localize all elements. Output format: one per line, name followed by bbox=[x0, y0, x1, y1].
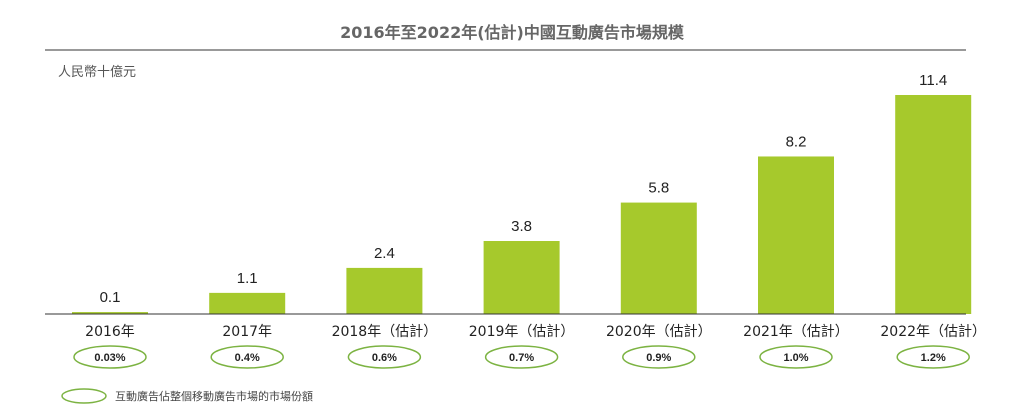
category-label-0: 2016年 bbox=[85, 324, 135, 340]
share-label-1: 0.4% bbox=[235, 352, 260, 364]
value-label-3: 3.8 bbox=[511, 218, 532, 235]
bar-6 bbox=[895, 95, 972, 314]
value-label-0: 0.1 bbox=[100, 289, 121, 306]
share-label-6: 1.2% bbox=[921, 352, 946, 364]
bar-4 bbox=[620, 202, 697, 314]
value-label-1: 1.1 bbox=[237, 270, 258, 287]
value-label-5: 8.2 bbox=[786, 133, 807, 150]
bar-5 bbox=[758, 156, 834, 314]
value-label-4: 5.8 bbox=[648, 180, 669, 197]
category-label-3: 2019年（估計） bbox=[469, 324, 575, 340]
share-label-2: 0.6% bbox=[372, 352, 397, 364]
share-label-0: 0.03% bbox=[94, 352, 125, 364]
share-ellipse-3 bbox=[484, 345, 559, 369]
share-ellipse-6 bbox=[896, 345, 970, 369]
share-ellipse-1 bbox=[210, 345, 284, 369]
legend: 互動廣告佔整個移動廣告市場的市場份額 bbox=[61, 388, 313, 404]
legend-ellipse-symbol bbox=[61, 388, 107, 404]
bar-1 bbox=[209, 292, 286, 314]
share-ellipse-0 bbox=[73, 345, 147, 369]
category-label-1: 2017年 bbox=[222, 324, 272, 340]
category-label-4: 2020年（估計） bbox=[606, 324, 712, 340]
share-label-5: 1.0% bbox=[783, 352, 808, 364]
legend-label: 互動廣告佔整個移動廣告市場的市場份額 bbox=[115, 389, 313, 403]
value-label-2: 2.4 bbox=[374, 245, 395, 262]
share-ellipse-4 bbox=[622, 345, 696, 369]
category-label-2: 2018年（估計） bbox=[332, 324, 438, 340]
chart-title: 2016年至2022年(估計)中國互動廣告市場規模 bbox=[340, 23, 685, 42]
share-label-4: 0.9% bbox=[646, 352, 671, 364]
value-label-6: 11.4 bbox=[919, 72, 947, 89]
bar-2 bbox=[346, 267, 423, 314]
share-ellipse-2 bbox=[347, 345, 422, 369]
category-label-6: 2022年（估計） bbox=[880, 324, 986, 340]
y-axis-unit-label: 人民幣十億元 bbox=[58, 64, 136, 80]
bar-3 bbox=[483, 241, 560, 314]
category-label-5: 2021年（估計） bbox=[743, 324, 849, 340]
bar-0 bbox=[72, 312, 148, 314]
share-ellipse-5 bbox=[759, 345, 833, 369]
share-label-3: 0.7% bbox=[509, 352, 534, 364]
